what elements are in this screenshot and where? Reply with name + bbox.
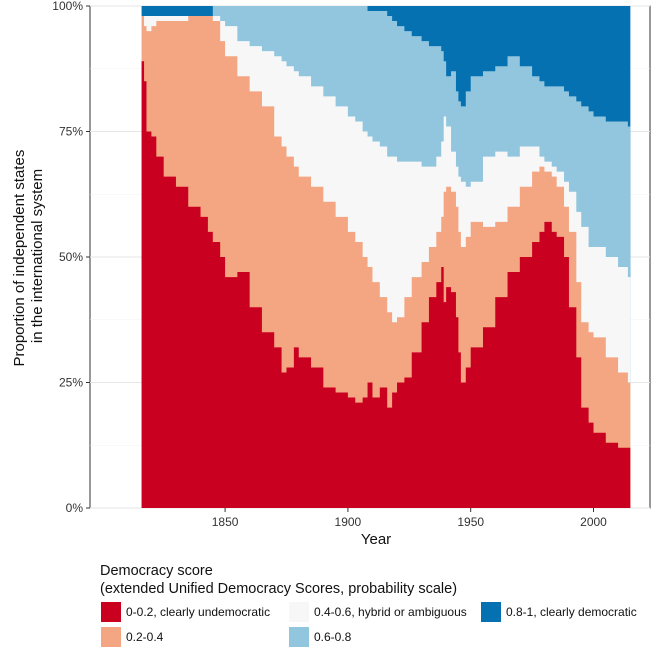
legend-title-line-2: (extended Unified Democracy Scores, prob… <box>100 581 458 597</box>
x-tick-label: 1850 <box>212 515 239 529</box>
legend-label-hybrid: 0.4-0.6, hybrid or ambiguous <box>314 605 467 619</box>
legend-entries: 0-0.2, clearly undemocratic 0.2-0.4 0.4-… <box>100 600 670 652</box>
legend-item-0-6-0-8: 0.6-0.8 <box>288 625 351 649</box>
x-axis-title: Year <box>361 531 391 548</box>
legend-key-undemocratic <box>100 601 122 623</box>
legend-key-0-2-0-4 <box>100 626 122 648</box>
y-axis-title-line-2: in the international system <box>29 169 46 343</box>
legend-key-0-6-0-8 <box>288 626 310 648</box>
legend-key-democratic <box>480 601 502 623</box>
y-tick-label: 25% <box>59 376 83 390</box>
legend-label-undemocratic: 0-0.2, clearly undemocratic <box>126 605 271 619</box>
y-tick-label: 75% <box>59 125 83 139</box>
legend-label-0-2-0-4: 0.2-0.4 <box>126 630 164 644</box>
y-tick-label: 50% <box>59 250 83 264</box>
y-axis-title-line-1: Proportion of independent states <box>11 150 28 367</box>
y-tick-label: 0% <box>66 501 84 515</box>
legend-item-undemocratic: 0-0.2, clearly undemocratic <box>100 600 270 624</box>
x-tick-label: 1900 <box>335 515 362 529</box>
legend-title: Democracy score (extended Unified Democr… <box>100 562 670 598</box>
axis-layer: 0% 25% 50% 75% 100% 1850 1900 1950 2000 <box>52 0 607 529</box>
legend-label-0-6-0-8: 0.6-0.8 <box>314 630 352 644</box>
legend: Democracy score (extended Unified Democr… <box>100 562 670 648</box>
legend-item-0-2-0-4: 0.2-0.4 <box>100 625 163 649</box>
x-tick-label: 1950 <box>457 515 484 529</box>
stacked-area-layer <box>141 6 631 508</box>
legend-item-democratic: 0.8-1, clearly democratic <box>480 600 637 624</box>
x-tick-label: 2000 <box>580 515 607 529</box>
legend-key-hybrid <box>288 601 310 623</box>
area-undemocratic <box>141 61 631 508</box>
legend-label-democratic: 0.8-1, clearly democratic <box>506 605 637 619</box>
y-axis-title: Proportion of independent states in the … <box>11 146 46 367</box>
legend-title-line-1: Democracy score <box>100 563 213 579</box>
y-tick-label: 100% <box>52 0 83 13</box>
legend-item-hybrid: 0.4-0.6, hybrid or ambiguous <box>288 600 467 624</box>
